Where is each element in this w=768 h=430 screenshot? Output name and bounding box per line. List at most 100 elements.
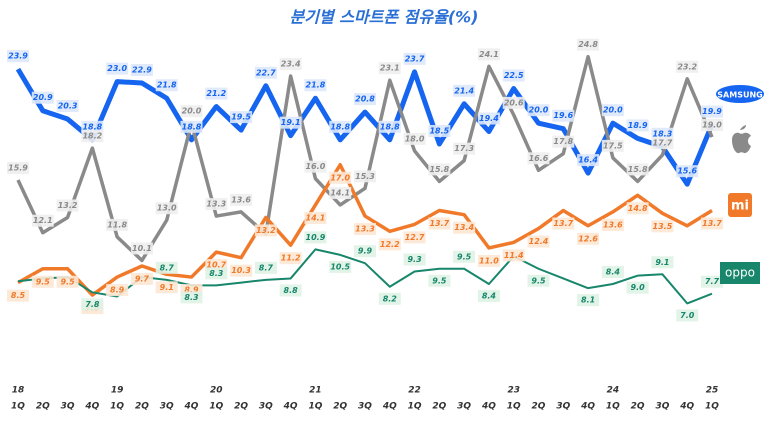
value-label: 15.8 <box>628 165 648 174</box>
legend-oppo-badge <box>720 262 760 284</box>
value-label: 20.0 <box>603 106 623 115</box>
legend-label: mi <box>731 199 749 214</box>
value-label: 11.4 <box>504 251 524 260</box>
value-label: 15.8 <box>429 165 449 174</box>
value-label-bg <box>701 119 723 132</box>
value-label: 10.9 <box>306 233 326 242</box>
value-label-bg <box>651 127 674 140</box>
value-label-bg <box>477 290 500 302</box>
value-label-bg <box>31 91 54 104</box>
value-label-bg <box>453 84 476 97</box>
x-year-label: 20 <box>210 386 223 396</box>
value-label: 21.8 <box>306 81 326 90</box>
value-label-bg <box>626 202 649 215</box>
x-tick-label: 4Q <box>184 402 199 412</box>
value-label-bg <box>130 272 153 285</box>
value-label-bg <box>304 160 327 173</box>
legend-mi-badge <box>728 193 752 217</box>
legend-label: SAMSUNG <box>717 91 762 100</box>
value-label-bg <box>676 165 699 178</box>
value-label: 24.1 <box>479 50 499 59</box>
value-label-bg <box>378 120 401 133</box>
value-label-bg <box>378 62 401 75</box>
value-label-bg <box>378 238 401 251</box>
value-label: 16.4 <box>578 156 598 165</box>
x-tick-label: 3Q <box>259 402 273 412</box>
value-label-bg <box>155 281 178 294</box>
value-label: 13.7 <box>429 219 449 228</box>
value-label-bg <box>7 162 29 175</box>
value-label: 9.1 <box>160 283 174 292</box>
value-label: 21.4 <box>454 86 474 95</box>
value-label: 17.8 <box>553 137 573 146</box>
x-tick-label: 2Q <box>234 402 248 412</box>
value-label-bg <box>552 109 575 122</box>
value-label-bg <box>329 260 352 273</box>
value-label-bg <box>378 292 401 305</box>
value-label: 23.7 <box>405 54 425 63</box>
chart-title: 분기별 스마트폰 점유율(%) <box>290 8 479 27</box>
value-label-bg <box>453 250 476 263</box>
value-label: 18.8 <box>330 122 350 131</box>
value-label-bg <box>56 199 79 212</box>
value-label-bg <box>601 104 624 117</box>
value-label: 10.7 <box>206 261 226 270</box>
value-label-bg <box>601 266 624 278</box>
value-label-bg <box>527 152 550 165</box>
series-line <box>17 163 713 297</box>
value-label-bg <box>651 256 674 269</box>
value-label: 8.5 <box>11 291 26 300</box>
value-label-bg <box>552 135 575 148</box>
value-label-bg <box>205 198 228 211</box>
value-label: 12.2 <box>380 240 400 249</box>
value-label-bg <box>651 220 674 233</box>
x-tick-label: 1Q <box>308 402 322 412</box>
value-label-bg <box>403 231 426 244</box>
value-label: 19.5 <box>231 113 251 122</box>
x-tick-label: 2Q <box>135 402 149 412</box>
value-label: 14.1 <box>330 188 350 197</box>
value-label: 19.0 <box>702 121 722 130</box>
x-tick-label: 3Q <box>457 402 471 412</box>
value-label: 20.8 <box>355 95 375 104</box>
value-label: 23.4 <box>281 60 301 69</box>
value-label-bg <box>254 224 277 237</box>
value-label-bg <box>477 254 500 267</box>
x-tick-label: 3Q <box>358 402 372 412</box>
value-label-bg <box>428 217 451 230</box>
value-label: 12.7 <box>405 233 425 242</box>
value-label: 13.3 <box>355 225 375 234</box>
value-label: 17.7 <box>653 139 673 148</box>
x-year-label: 23 <box>507 386 520 396</box>
value-label: 13.4 <box>454 223 474 232</box>
value-label: 10.5 <box>330 262 350 271</box>
value-label: 17.3 <box>454 144 474 153</box>
series-line <box>15 67 715 187</box>
value-label-bg <box>354 170 376 183</box>
x-tick-label: 1Q <box>705 402 719 412</box>
value-label: 21.8 <box>157 81 177 90</box>
value-label-bg <box>230 111 253 124</box>
value-label: 9.5 <box>60 277 75 286</box>
value-label-bg <box>502 249 525 262</box>
value-label: 23.9 <box>8 52 28 61</box>
value-label: 10.1 <box>132 244 152 253</box>
value-label-bg <box>230 193 253 206</box>
value-label-bg <box>403 132 426 145</box>
x-tick-label: 4Q <box>84 402 99 412</box>
value-label: 9.7 <box>135 274 150 283</box>
x-year-label: 19 <box>111 386 124 396</box>
value-label: 9.5 <box>457 252 472 261</box>
value-label-bg <box>527 274 550 287</box>
value-label-bg <box>130 242 153 255</box>
value-label: 14.8 <box>628 204 648 213</box>
value-label: 15.9 <box>8 164 28 173</box>
value-label: 20.0 <box>529 106 549 115</box>
value-label-bg <box>428 274 451 287</box>
x-year-label: 22 <box>408 386 421 396</box>
x-year-label: 25 <box>706 386 719 396</box>
value-label-bg <box>354 223 376 236</box>
value-label: 13.5 <box>653 222 673 231</box>
value-label: 8.1 <box>581 296 595 305</box>
